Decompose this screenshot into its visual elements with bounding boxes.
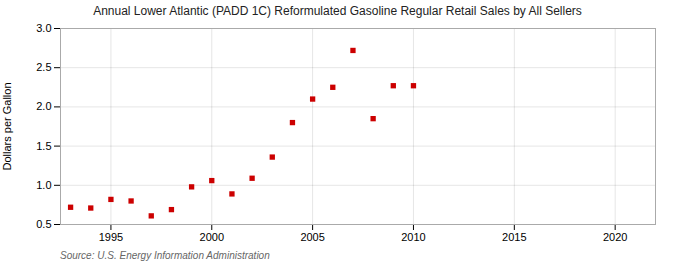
svg-text:2.0: 2.0 bbox=[36, 100, 51, 112]
svg-text:0.5: 0.5 bbox=[36, 218, 51, 230]
svg-text:1995: 1995 bbox=[99, 231, 123, 243]
svg-text:3.0: 3.0 bbox=[36, 22, 51, 34]
html-text:Source: U.S. Energy Informatio: Source: U.S. Energy Information Administ… bbox=[60, 250, 270, 261]
svg-text:2.5: 2.5 bbox=[36, 61, 51, 73]
svg-text:1.0: 1.0 bbox=[36, 179, 51, 191]
svg-text:2010: 2010 bbox=[401, 231, 425, 243]
html-text:Annual Lower Atlantic (PADD 1C: Annual Lower Atlantic (PADD 1C) Reformul… bbox=[93, 4, 582, 18]
svg-text:2015: 2015 bbox=[502, 231, 526, 243]
svg-text:1.5: 1.5 bbox=[36, 140, 51, 152]
svg-text:2005: 2005 bbox=[300, 231, 324, 243]
svg-text:Dollars per Gallon: Dollars per Gallon bbox=[1, 82, 13, 170]
svg-text:2020: 2020 bbox=[603, 231, 627, 243]
svg-text:2000: 2000 bbox=[200, 231, 224, 243]
